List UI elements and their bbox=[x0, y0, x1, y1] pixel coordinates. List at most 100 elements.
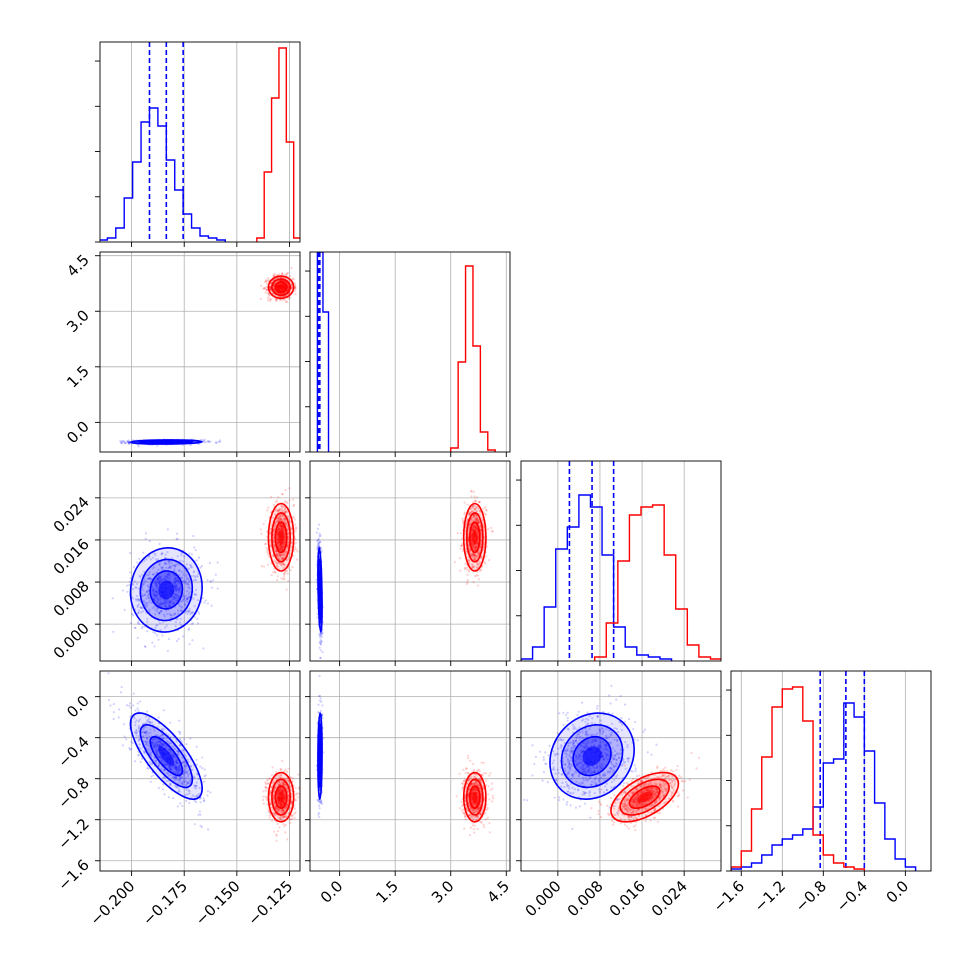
scatter-point bbox=[168, 599, 172, 603]
scatter-point bbox=[490, 530, 493, 533]
scatter-point bbox=[268, 297, 271, 301]
scatter-point bbox=[168, 565, 171, 568]
scatter-point bbox=[145, 733, 148, 737]
panel-3-0 bbox=[95, 670, 301, 876]
scatter-point bbox=[470, 533, 473, 536]
scatter-point bbox=[267, 277, 270, 280]
scatter-point bbox=[467, 539, 470, 542]
scatter-point bbox=[287, 556, 290, 559]
scatter-point bbox=[283, 518, 286, 521]
scatter-point bbox=[473, 513, 476, 516]
scatter-point bbox=[179, 617, 182, 620]
scatter-point bbox=[178, 582, 182, 585]
scatter-point bbox=[184, 768, 187, 772]
scatter-point bbox=[473, 528, 476, 531]
scatter-point bbox=[277, 519, 281, 522]
scatter-point bbox=[472, 552, 475, 555]
scatter-point bbox=[164, 562, 167, 565]
scatter-point bbox=[295, 548, 298, 551]
scatter-point bbox=[167, 572, 170, 576]
scatter-point bbox=[155, 581, 158, 584]
scatter-point bbox=[171, 765, 174, 768]
scatter-point bbox=[154, 582, 157, 585]
scatter-point bbox=[203, 780, 206, 783]
scatter-point bbox=[184, 764, 187, 768]
scatter-point bbox=[477, 584, 480, 587]
scatter-point bbox=[142, 599, 145, 602]
scatter-point bbox=[263, 280, 267, 283]
scatter-point bbox=[276, 529, 280, 532]
scatter-point bbox=[136, 702, 139, 705]
scatter-point bbox=[161, 579, 164, 582]
scatter-point bbox=[276, 543, 279, 546]
scatter-point bbox=[158, 612, 161, 615]
scatter-point bbox=[174, 760, 178, 763]
scatter-point bbox=[197, 813, 200, 816]
scatter-point bbox=[162, 727, 165, 730]
scatter-point bbox=[468, 513, 471, 516]
scatter-point bbox=[281, 556, 284, 560]
scatter-point bbox=[132, 583, 135, 586]
scatter-point bbox=[281, 548, 284, 551]
scatter-point bbox=[136, 598, 139, 601]
scatter-point bbox=[272, 274, 275, 277]
scatter-point bbox=[159, 577, 162, 580]
scatter-point bbox=[137, 620, 140, 623]
scatter-point bbox=[166, 771, 169, 774]
scatter-point bbox=[183, 555, 186, 558]
scatter-point bbox=[278, 509, 281, 512]
scatter-point bbox=[319, 656, 322, 659]
scatter-point bbox=[471, 527, 474, 530]
scatter-point bbox=[268, 285, 272, 288]
scatter-point bbox=[149, 558, 153, 561]
scatter-point bbox=[154, 759, 157, 762]
scatter-point bbox=[475, 510, 478, 513]
scatter-point bbox=[148, 761, 152, 764]
scatter-point bbox=[285, 551, 288, 554]
scatter-point bbox=[292, 498, 295, 501]
scatter-point bbox=[278, 527, 281, 531]
scatter-point bbox=[472, 526, 475, 529]
scatter-point bbox=[135, 599, 138, 602]
scatter-point bbox=[162, 602, 166, 605]
scatter-point bbox=[160, 566, 163, 569]
scatter-point bbox=[278, 562, 281, 565]
scatter-point bbox=[168, 578, 171, 581]
scatter-point bbox=[287, 285, 290, 289]
scatter-point bbox=[471, 544, 475, 547]
scatter-point bbox=[282, 505, 285, 508]
scatter-point bbox=[170, 614, 173, 617]
scatter-point bbox=[474, 547, 477, 550]
scatter-point bbox=[187, 782, 190, 785]
scatter-point bbox=[146, 767, 149, 770]
scatter-point bbox=[278, 547, 282, 550]
scatter-point bbox=[195, 763, 199, 766]
scatter-point bbox=[145, 736, 148, 739]
scatter-point bbox=[475, 565, 478, 569]
scatter-point bbox=[144, 715, 148, 718]
scatter-point bbox=[265, 279, 268, 283]
scatter-point bbox=[148, 540, 151, 543]
scatter-point bbox=[181, 756, 184, 759]
scatter-point bbox=[473, 565, 476, 568]
scatter-point bbox=[473, 524, 476, 527]
scatter-point bbox=[156, 607, 159, 610]
scatter-point bbox=[266, 296, 269, 300]
scatter-point bbox=[471, 554, 474, 557]
scatter-point bbox=[173, 593, 176, 596]
scatter-point bbox=[186, 775, 190, 778]
scatter-point bbox=[120, 442, 124, 445]
scatter-point bbox=[177, 767, 180, 770]
scatter-point bbox=[125, 704, 129, 707]
scatter-point bbox=[470, 518, 473, 521]
scatter-point bbox=[142, 750, 145, 753]
scatter-point bbox=[318, 545, 321, 548]
scatter-point bbox=[284, 552, 287, 555]
scatter-point bbox=[193, 795, 196, 798]
scatter-point bbox=[161, 566, 164, 569]
scatter-point bbox=[140, 573, 144, 576]
scatter-point bbox=[177, 753, 180, 756]
scatter-point bbox=[180, 554, 183, 557]
scatter-point bbox=[175, 767, 178, 770]
scatter-point bbox=[186, 781, 189, 784]
